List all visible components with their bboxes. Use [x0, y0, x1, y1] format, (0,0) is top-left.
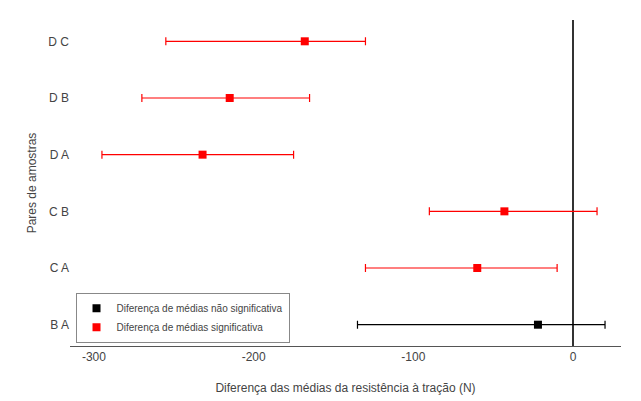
svg-text:B A: B A [50, 318, 69, 332]
svg-text:-200: -200 [242, 350, 266, 364]
svg-text:D C: D C [48, 35, 69, 49]
svg-text:Diferença de médias não signif: Diferença de médias não significativa [117, 303, 283, 314]
svg-text:D B: D B [49, 91, 69, 105]
svg-text:D A: D A [50, 148, 69, 162]
svg-text:Pares de amostras: Pares de amostras [25, 133, 39, 234]
svg-text:0: 0 [570, 350, 577, 364]
svg-text:Diferença das médias da resist: Diferença das médias da resistência à tr… [215, 381, 475, 395]
svg-text:Diferença de médias significat: Diferença de médias significativa [117, 322, 264, 333]
svg-text:-100: -100 [401, 350, 425, 364]
svg-text:C A: C A [50, 261, 69, 275]
svg-text:C B: C B [49, 205, 69, 219]
svg-text:-300: -300 [82, 350, 106, 364]
